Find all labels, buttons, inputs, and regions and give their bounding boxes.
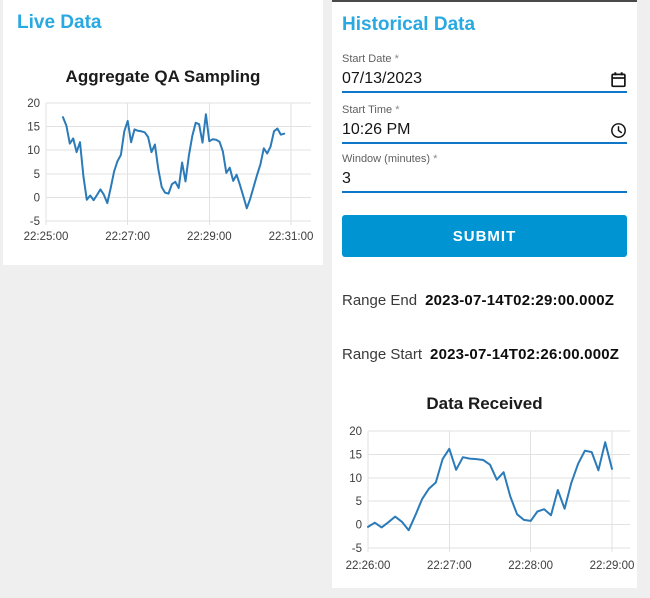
- svg-text:22:31:00: 22:31:00: [269, 231, 314, 243]
- svg-text:5: 5: [34, 169, 40, 181]
- svg-text:22:29:00: 22:29:00: [590, 560, 635, 572]
- start-date-input[interactable]: 07/13/2023: [342, 67, 627, 93]
- range-start-label: Range Start: [342, 346, 423, 363]
- start-date-field: Start Date * 07/13/2023: [342, 53, 627, 93]
- svg-text:20: 20: [349, 426, 362, 438]
- svg-text:22:27:00: 22:27:00: [105, 231, 150, 243]
- live-chart[interactable]: -5 0 5 10 15 20 22:25:00 22:27:00 22:29:00 22:31:…: [3, 93, 323, 248]
- svg-text:-5: -5: [352, 543, 362, 555]
- window-minutes-input[interactable]: 3: [342, 167, 627, 193]
- required-marker: *: [433, 153, 438, 165]
- start-date-value[interactable]: 07/13/2023: [342, 70, 423, 87]
- window-minutes-label: Window (minutes) *: [342, 153, 438, 165]
- svg-text:5: 5: [356, 496, 362, 508]
- range-start-value: 2023-07-14T02:26:00.000Z: [430, 346, 620, 363]
- window-minutes-value[interactable]: 3: [342, 170, 351, 187]
- start-date-label: Start Date *: [342, 53, 399, 65]
- svg-text:15: 15: [349, 449, 362, 461]
- historical-panel-title: Historical Data: [342, 14, 476, 35]
- required-marker: *: [394, 53, 399, 65]
- svg-text:22:28:00: 22:28:00: [508, 560, 553, 572]
- live-data-panel: Live Data Aggregate QA Sampling -5 0 5 10 15…: [3, 0, 323, 265]
- svg-text:-5: -5: [30, 216, 40, 228]
- clock-icon[interactable]: [610, 122, 627, 139]
- submit-button[interactable]: SUBMIT: [342, 215, 627, 257]
- range-start-row: Range Start 2023-07-14T02:26:00.000Z: [342, 345, 627, 365]
- window-minutes-field: Window (minutes) * 3: [342, 153, 627, 193]
- start-time-label: Start Time *: [342, 104, 400, 116]
- start-time-field: Start Time * 10:26 PM: [342, 104, 627, 144]
- start-time-input[interactable]: 10:26 PM: [342, 118, 627, 144]
- historical-chart[interactable]: -5 0 5 10 15 20 22:26:00 22:27:00 22:28:00 22:29:…: [332, 418, 638, 578]
- range-end-row: Range End 2023-07-14T02:29:00.000Z: [342, 291, 627, 311]
- svg-text:22:29:00: 22:29:00: [187, 231, 232, 243]
- start-time-value[interactable]: 10:26 PM: [342, 121, 411, 138]
- svg-text:15: 15: [27, 122, 40, 134]
- svg-text:22:26:00: 22:26:00: [346, 560, 391, 572]
- live-chart-title: Aggregate QA Sampling: [65, 67, 261, 86]
- range-end-value: 2023-07-14T02:29:00.000Z: [425, 292, 615, 309]
- svg-text:22:25:00: 22:25:00: [24, 231, 69, 243]
- svg-text:10: 10: [349, 473, 362, 485]
- svg-text:22:27:00: 22:27:00: [427, 560, 472, 572]
- svg-text:0: 0: [356, 520, 362, 532]
- historical-data-panel: Historical Data Start Date * 07/13/2023 …: [332, 0, 637, 588]
- required-marker: *: [395, 104, 400, 116]
- range-end-label: Range End: [342, 292, 418, 309]
- svg-text:0: 0: [34, 192, 40, 204]
- historical-chart-title: Data Received: [426, 394, 543, 413]
- live-panel-title: Live Data: [17, 12, 102, 33]
- calendar-icon[interactable]: [610, 71, 627, 88]
- svg-text:10: 10: [27, 145, 40, 157]
- svg-text:20: 20: [27, 98, 40, 110]
